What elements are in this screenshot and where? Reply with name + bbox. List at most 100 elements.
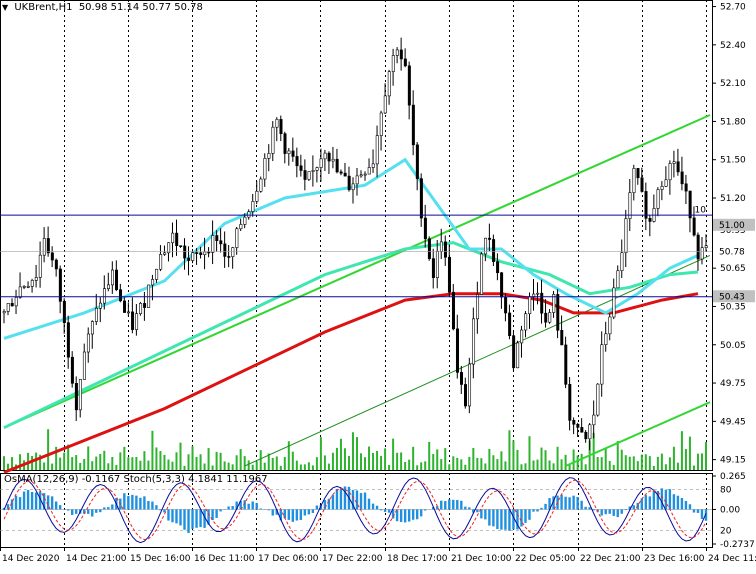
candle-body bbox=[645, 191, 647, 218]
volume-bar bbox=[681, 431, 683, 470]
osma-bar bbox=[500, 509, 502, 529]
volume-bar bbox=[665, 464, 667, 470]
candle-body bbox=[581, 427, 583, 432]
candle-body bbox=[597, 384, 599, 415]
volume-bar bbox=[472, 448, 474, 470]
candle-body bbox=[115, 270, 117, 290]
volume-bar bbox=[372, 453, 374, 470]
osma-bar bbox=[123, 493, 125, 509]
candle-body bbox=[228, 256, 230, 257]
candle-body bbox=[264, 158, 266, 179]
candle-body bbox=[685, 184, 687, 191]
volume-bar bbox=[464, 465, 466, 470]
candle-body bbox=[701, 248, 703, 259]
osma-bar bbox=[256, 503, 258, 509]
volume-bar bbox=[272, 458, 274, 470]
dropdown-triangle-icon[interactable]: ▼ bbox=[2, 3, 8, 12]
osma-bar bbox=[99, 509, 101, 512]
candle-body bbox=[19, 287, 21, 298]
osma-bar bbox=[617, 509, 619, 517]
candle-body bbox=[11, 303, 13, 306]
ema-mid-line bbox=[4, 243, 698, 428]
volume-bar bbox=[143, 451, 145, 470]
osma-bar bbox=[27, 490, 29, 509]
candle-body bbox=[244, 217, 246, 224]
osma-bar bbox=[360, 493, 362, 509]
candle-body bbox=[677, 162, 679, 172]
osma-bar bbox=[324, 500, 326, 509]
osma-bar bbox=[572, 496, 574, 510]
osma-bar bbox=[55, 501, 57, 509]
osma-bar bbox=[600, 509, 602, 515]
osma-bar bbox=[19, 497, 21, 509]
volume-bar bbox=[159, 451, 161, 470]
candle-body bbox=[400, 50, 402, 59]
volume-bar bbox=[192, 446, 194, 470]
osma-bar bbox=[480, 509, 482, 518]
volume-bar bbox=[83, 459, 85, 470]
candle-body bbox=[224, 244, 226, 257]
volume-bar bbox=[256, 461, 258, 470]
volume-bar bbox=[312, 465, 314, 470]
time-tick-label: 14 Dec 2020 bbox=[2, 554, 60, 564]
osma-bar bbox=[260, 509, 262, 510]
osma-bar bbox=[139, 498, 141, 510]
volume-bar bbox=[240, 449, 242, 470]
volume-bar bbox=[524, 463, 526, 470]
osma-bar bbox=[95, 509, 97, 512]
osma-bar bbox=[532, 509, 534, 511]
candle-body bbox=[332, 159, 334, 161]
volume-bar bbox=[448, 464, 450, 470]
volume-bar bbox=[304, 464, 306, 470]
volume-bar bbox=[364, 457, 366, 470]
osma-bar bbox=[452, 500, 454, 510]
candle-body bbox=[184, 246, 186, 258]
candle-body bbox=[47, 238, 49, 252]
candle-body bbox=[27, 286, 29, 287]
osma-bar bbox=[23, 492, 25, 510]
candle-body bbox=[280, 119, 282, 133]
candle-body bbox=[220, 241, 222, 244]
volume-bar bbox=[324, 455, 326, 470]
volume-bar bbox=[484, 463, 486, 470]
volume-bar bbox=[581, 454, 583, 470]
osma-bar bbox=[195, 509, 197, 527]
volume-bar bbox=[625, 455, 627, 470]
volume-bar bbox=[91, 461, 93, 470]
volume-bar bbox=[388, 465, 390, 470]
volume-bar bbox=[3, 456, 5, 470]
volume-bar bbox=[244, 456, 246, 470]
volume-bar bbox=[95, 457, 97, 470]
candle-body bbox=[468, 364, 470, 406]
candle-body bbox=[448, 257, 450, 292]
osma-bar bbox=[424, 509, 426, 510]
candle-body bbox=[284, 134, 286, 154]
osma-bar bbox=[143, 496, 145, 509]
osma-bar bbox=[404, 509, 406, 522]
osma-bar bbox=[179, 509, 181, 525]
time-tick-label: 21 Dec 10:00 bbox=[451, 554, 512, 564]
time-tick-label: 17 Dec 06:00 bbox=[258, 554, 319, 564]
osma-bar bbox=[135, 496, 137, 510]
candle-body bbox=[23, 286, 25, 287]
osma-bar bbox=[669, 489, 671, 509]
price-tick-label: 49.15 bbox=[720, 456, 746, 466]
candle-body bbox=[693, 218, 695, 235]
osma-bar bbox=[364, 493, 366, 510]
volume-bar bbox=[99, 454, 101, 470]
candle-body bbox=[316, 168, 318, 171]
volume-bar bbox=[408, 460, 410, 470]
volume-bar bbox=[175, 452, 177, 470]
candle-body bbox=[380, 113, 382, 136]
osma-bar bbox=[492, 509, 494, 526]
osma-bar bbox=[621, 509, 623, 513]
price-label-upper-line: 51.00 bbox=[719, 221, 745, 231]
stoch-tick-label: 20 bbox=[720, 526, 732, 536]
osma-bar bbox=[544, 504, 546, 510]
candle-body bbox=[416, 145, 418, 179]
candle-body bbox=[159, 254, 161, 269]
candle-body bbox=[204, 252, 206, 255]
candle-body bbox=[428, 239, 430, 259]
volume-bar bbox=[280, 466, 282, 470]
